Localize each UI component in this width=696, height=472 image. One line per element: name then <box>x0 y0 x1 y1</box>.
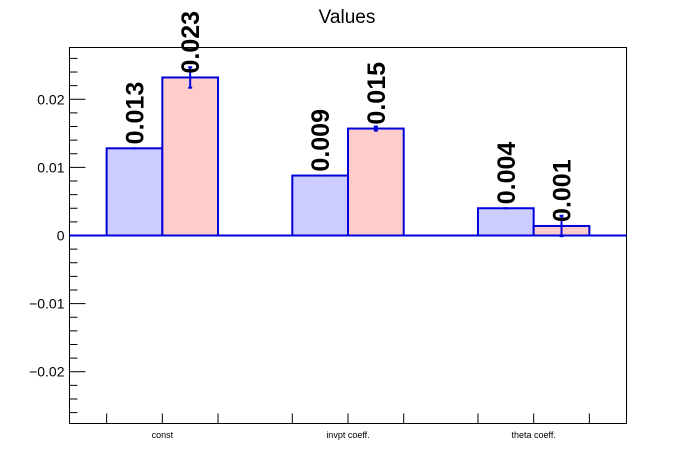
bar <box>476 207 535 237</box>
y-axis: 0.02 0.01 0 −0.01 −0.02 <box>29 57 86 414</box>
data-label: 0.013 <box>121 82 149 145</box>
y-tick-label: 0 <box>57 228 65 244</box>
y-tick-label: −0.01 <box>29 296 65 312</box>
bars <box>105 66 591 238</box>
data-label: 0.001 <box>549 159 577 222</box>
data-label: 0.015 <box>363 62 391 125</box>
y-tick-label: −0.02 <box>29 364 65 380</box>
y-tick-label: 0.02 <box>37 91 64 107</box>
data-label: 0.009 <box>307 109 335 172</box>
bar <box>291 174 349 237</box>
y-tick-label: 0.01 <box>37 159 64 175</box>
x-tick-label: invpt coeff. <box>326 430 369 440</box>
data-label: 0.004 <box>493 142 521 205</box>
bar <box>105 147 164 237</box>
bar <box>347 127 405 237</box>
bar <box>161 76 220 237</box>
x-tick-label: theta coeff. <box>511 430 555 440</box>
data-label: 0.023 <box>177 11 205 74</box>
chart-title: Values <box>319 7 376 28</box>
x-axis: const invpt coeff. theta coeff. <box>106 413 590 440</box>
x-tick-label: const <box>152 430 174 440</box>
data-labels: 0.013 0.023 0.009 0.015 0.004 0.001 <box>121 11 576 222</box>
